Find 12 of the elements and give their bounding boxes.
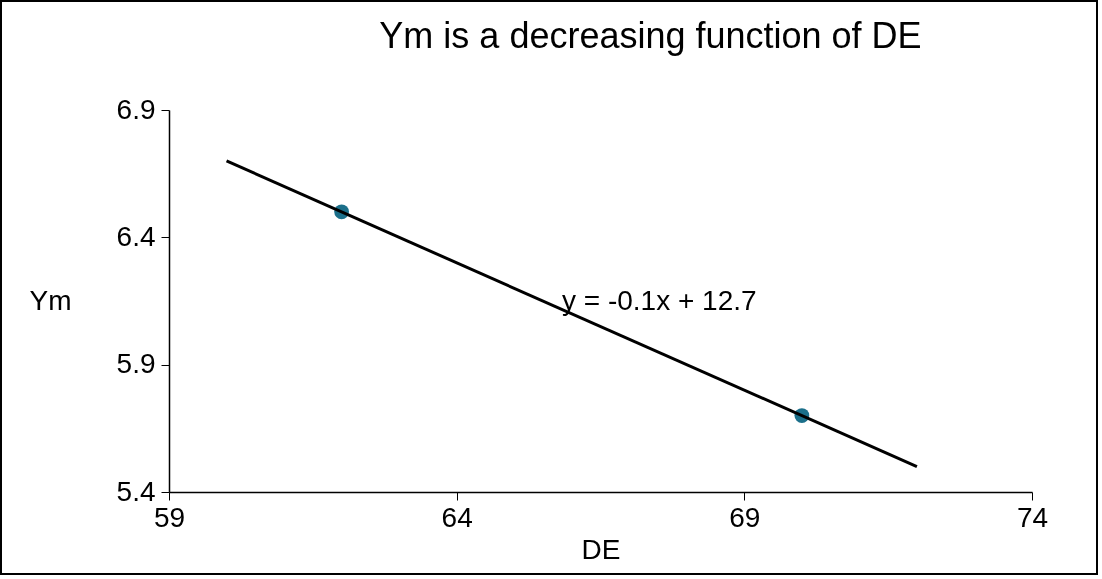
chart-title: Ym is a decreasing function of DE	[379, 15, 922, 56]
y-tick-label: 5.9	[116, 348, 156, 380]
annotation: y = -0.1x + 12.7	[562, 285, 757, 316]
x-axis-title: DE	[581, 533, 621, 565]
x-tick-label: 64	[441, 501, 473, 533]
x-tick-label: 74	[1016, 501, 1049, 533]
y-tick-label: 6.4	[116, 220, 156, 252]
y-tick-label: 6.9	[116, 93, 156, 125]
x-tick-label: 69	[729, 501, 761, 533]
y-axis-title: Ym	[29, 284, 72, 316]
y-tick-label: 5.4	[116, 475, 156, 507]
x-tick-label: 59	[153, 501, 186, 533]
